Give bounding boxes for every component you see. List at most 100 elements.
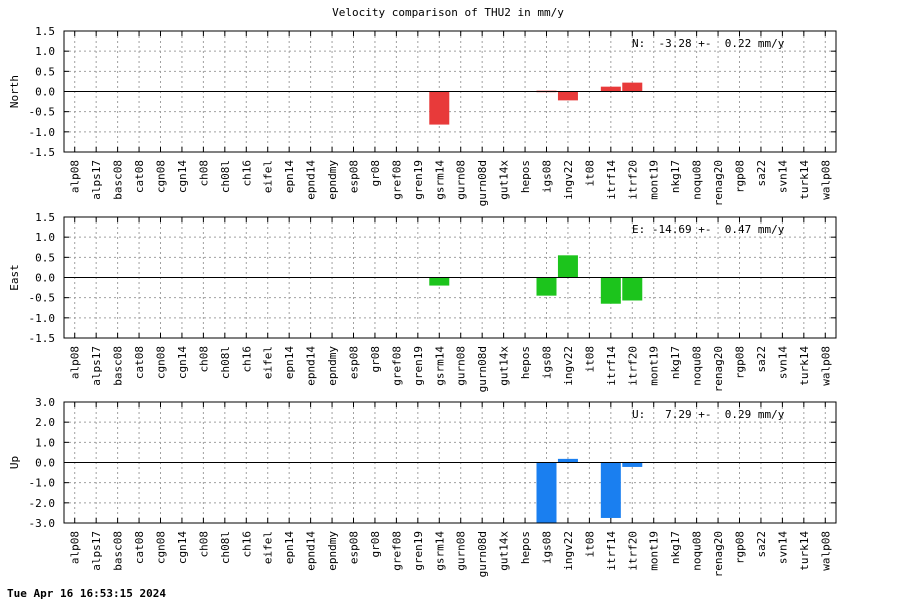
panel-north: 1.5 1.0 0.5 0.0 -0.5 -1.0 -1.5 alp08 alps17 basc0… [8,25,837,206]
x-tick-label: mont19 [648,346,661,386]
x-tick-label: it08 [583,531,596,558]
x-tick-label: turk14 [798,346,811,386]
x-tick-label: epnd14 [305,160,318,200]
x-tick-label: alps17 [90,531,103,571]
y-tick-label: -1.5 [29,146,56,159]
panel-east: 1.5 1.0 0.5 0.0 -0.5 -1.0 -1.5 alp08 alps17 basc0… [8,211,837,392]
x-tick-label: basc08 [112,346,125,386]
y-tick-label: -1.5 [29,332,56,345]
y-tick-label: -1.0 [29,477,56,490]
x-tick-label: noqu08 [691,160,704,200]
x-tick-label: rgp08 [734,531,747,564]
x-tick-label: igs08 [541,531,554,564]
x-tick-label: itrf14 [605,531,618,571]
x-tick-label: ch08 [197,160,210,187]
x-tick-label: epn14 [283,160,296,193]
x-tick-label: mont19 [648,531,661,571]
x-tick-label: hepos [519,160,532,193]
x-tick-label: esp08 [348,160,361,193]
y-tick-label: 0.0 [35,457,55,470]
panel-up: 3.0 2.0 1.0 0.0 -1.0 -2.0 -3.0 alp08 alps17 basc0… [8,396,837,577]
x-tick-label: renag20 [712,531,725,577]
x-tick-label: ingv22 [562,160,575,200]
x-tick-label: cgn14 [176,160,189,193]
x-tick-label: itrf20 [626,160,639,200]
y-axis-label: North [8,75,21,108]
bar-itrf14 [600,462,621,518]
plot-frame [63,216,837,339]
y-tick-label: -3.0 [29,517,56,530]
x-tick-label: gut14x [498,160,511,200]
x-tick-label: gref08 [390,346,403,386]
x-tick-label: cat08 [133,160,146,193]
x-tick-label: sa22 [755,531,768,558]
plot-frame [63,30,837,153]
y-tick-label: -0.5 [29,106,56,119]
x-tick-label: esp08 [348,531,361,564]
bar-itrf20 [622,277,643,301]
x-tick-label: alps17 [90,346,103,386]
y-tick-label: 0.0 [35,272,55,285]
x-tick-label: gsrm14 [433,531,446,571]
chart-panels: 1.5 1.0 0.5 0.0 -0.5 -1.0 -1.5 alp08 alps17 basc0… [8,25,837,577]
x-tick-label: ch16 [240,531,253,558]
x-tick-label: svn14 [776,346,789,379]
y-tick-label: -1.0 [29,312,56,325]
x-tick-label: gr08 [369,160,382,187]
x-tick-label: it08 [583,346,596,373]
x-tick-label: itrf20 [626,531,639,571]
bar-ingv22 [557,255,578,278]
x-tick-label: ch08l [219,346,232,379]
x-tick-label: alp08 [69,346,82,379]
x-tick-label: alp08 [69,160,82,193]
bar-igs08 [536,277,557,296]
bar-gsrm14 [429,277,450,286]
y-axis-label: East [8,264,21,291]
x-tick-label: renag20 [712,346,725,392]
x-tick-label: epndmy [326,346,339,386]
y-tick-label: -1.0 [29,126,56,139]
x-tick-label: ch08 [197,346,210,373]
x-tick-label: rgp08 [734,160,747,193]
bar-ingv22 [557,91,578,101]
bar-ingv22 [557,458,578,463]
x-tick-label: itrf14 [605,346,618,386]
x-tick-label: gsrm14 [433,160,446,200]
x-tick-label: alp08 [69,531,82,564]
x-tick-label: epn14 [283,531,296,564]
bar-itrf20 [622,462,643,467]
x-tick-label: eifel [262,346,275,379]
x-tick-label: epnd14 [305,346,318,386]
bar-igs08 [536,462,557,523]
x-tick-label: walp08 [819,531,832,571]
x-tick-label: gref08 [390,160,403,200]
x-tick-label: cgn14 [176,346,189,379]
y-tick-label: 1.5 [35,211,55,224]
x-tick-label: renag20 [712,160,725,206]
x-tick-label: gren19 [412,346,425,386]
x-tick-label: rgp08 [734,346,747,379]
y-tick-label: 1.0 [35,231,55,244]
x-tick-label: turk14 [798,531,811,571]
x-tick-label: walp08 [819,160,832,200]
x-tick-label: gurn08 [455,346,468,386]
x-tick-label: ingv22 [562,346,575,386]
x-tick-label: eifel [262,531,275,564]
x-tick-label: eifel [262,160,275,193]
x-tick-label: itrf20 [626,346,639,386]
x-tick-label: epndmy [326,531,339,571]
y-tick-label: 3.0 [35,396,55,409]
x-tick-label: itrf14 [605,160,618,200]
x-tick-label: gut14x [498,531,511,571]
velocity-annotation: E: -14.69 +- 0.47 mm/y [632,223,785,236]
y-tick-label: 0.0 [35,86,55,99]
x-tick-label: basc08 [112,531,125,571]
x-tick-label: gurn08d [476,531,489,577]
y-tick-label: 0.5 [35,65,55,78]
bar-gsrm14 [429,91,450,125]
x-tick-label: gurn08d [476,160,489,206]
x-tick-label: ch08l [219,160,232,193]
x-tick-label: cgn08 [155,160,168,193]
x-tick-label: esp08 [348,346,361,379]
